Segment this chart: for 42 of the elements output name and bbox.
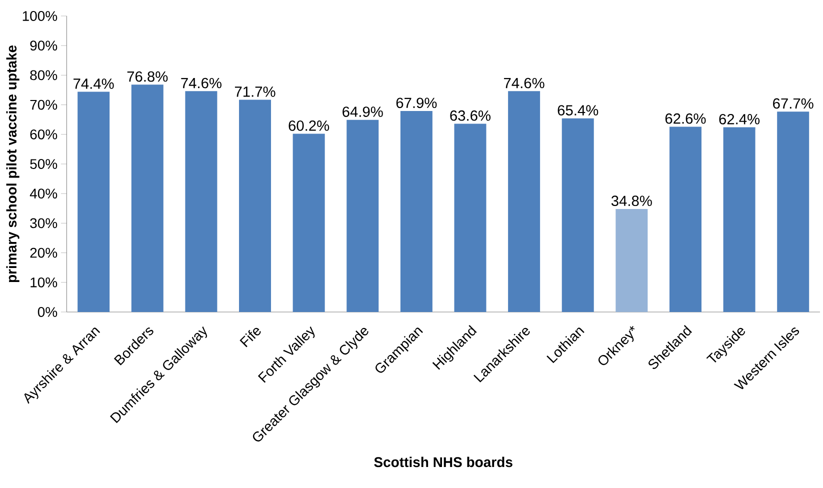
bar [508,91,540,312]
y-tick-label: 70% [30,100,58,110]
y-tick-label: 30% [30,218,58,228]
y-tick-label: 50% [30,159,58,169]
data-label: 65.4% [558,105,598,116]
bar [292,134,325,312]
data-label: 74.6% [181,78,222,88]
y-tick-label: 60% [30,129,58,140]
data-label: 74.6% [504,78,544,88]
bar [131,84,164,312]
y-tick-label: 80% [30,70,58,80]
y-tick-label: 40% [30,188,58,199]
data-label: 62.4% [719,114,760,124]
y-tick-label: 10% [30,277,58,288]
data-label: 67.7% [773,98,814,109]
data-label: 60.2% [288,120,330,131]
bar [777,112,810,312]
x-tick-label: Fife [240,328,261,348]
data-label: 67.9% [396,98,437,108]
data-label: 62.6% [665,113,706,124]
data-label: 71.7% [234,86,276,97]
data-label: 74.4% [74,78,114,89]
y-tick-label: 0% [38,307,58,317]
data-label: 64.9% [342,106,383,117]
x-axis-title: Scottish NHS boards [374,456,512,468]
bar [78,92,110,312]
data-label: 76.8% [127,71,168,82]
bar [616,208,648,312]
y-tick-label: 20% [30,248,58,258]
data-label: 63.6% [450,110,490,121]
bar [723,127,756,312]
bar [185,91,218,312]
bar [346,120,379,312]
bar [400,111,432,312]
data-label: 34.8% [611,196,652,206]
bar [562,118,594,312]
bar [454,124,486,312]
y-axis-title: primary school pilot vaccine uptake [6,45,20,282]
bar [239,100,272,312]
y-tick-label: 100% [22,11,58,21]
y-tick-label: 90% [30,40,58,51]
bar [669,126,702,312]
